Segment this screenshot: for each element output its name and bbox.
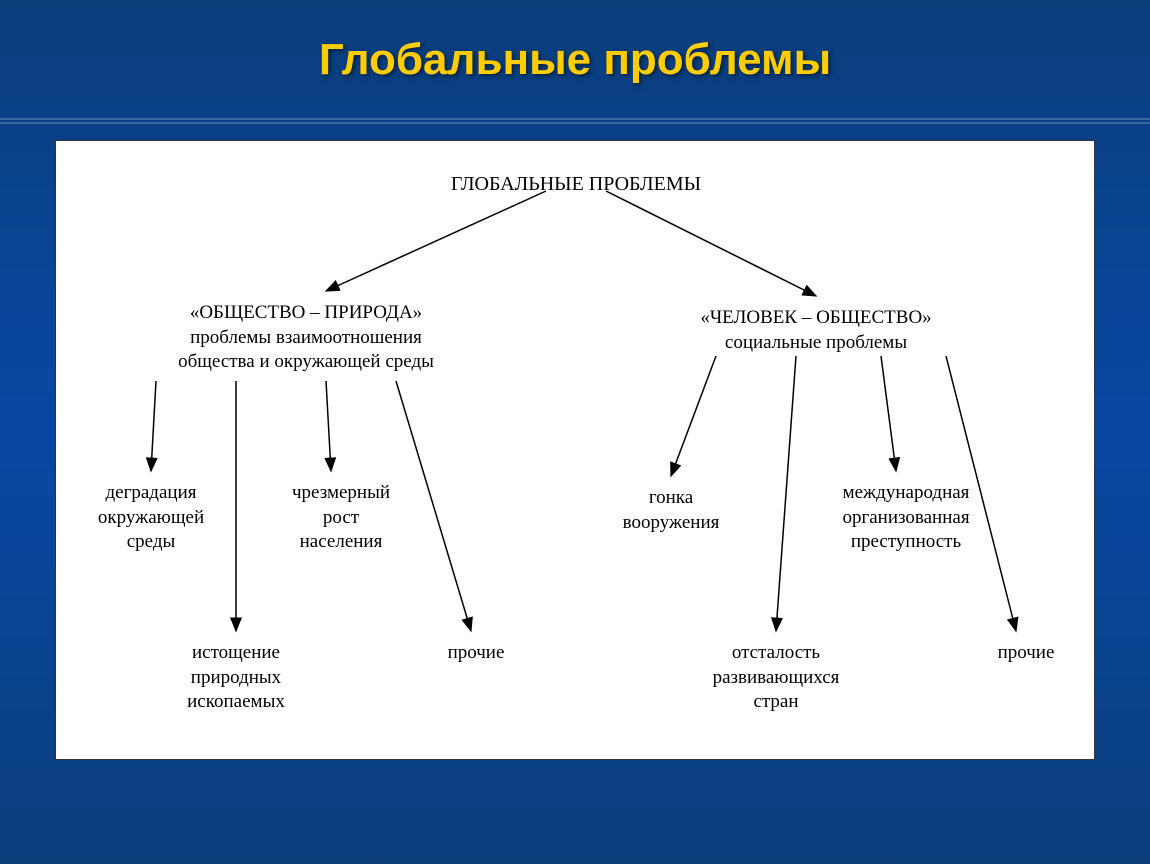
diagram-node-r2: международнаяорганизованнаяпреступность xyxy=(806,481,1006,555)
diagram-node-l1: деградацияокружающейсреды xyxy=(71,481,231,555)
diagram-container: ГЛОБАЛЬНЫЕ ПРОБЛЕМЫ «ОБЩЕСТВО – ПРИРОДА»п… xyxy=(55,140,1095,760)
diagram-node-right: «ЧЕЛОВЕК – ОБЩЕСТВО»социальные проблемы xyxy=(656,306,976,355)
diagram-node-l4: прочие xyxy=(426,641,526,666)
divider-line-2 xyxy=(0,122,1150,124)
edge-left-l1 xyxy=(151,381,156,471)
edge-right-r2 xyxy=(881,356,896,471)
edge-right-r3 xyxy=(776,356,796,631)
edge-root-right xyxy=(606,191,816,296)
diagram-node-r1: гонкавооружения xyxy=(591,486,751,535)
diagram-node-r4: прочие xyxy=(976,641,1076,666)
diagram-node-l2: чрезмерныйростнаселения xyxy=(261,481,421,555)
divider-line-1 xyxy=(0,118,1150,120)
diagram-node-r3: отсталостьразвивающихсястран xyxy=(676,641,876,715)
slide-title: Глобальные проблемы xyxy=(0,0,1150,85)
edge-left-l2 xyxy=(326,381,331,471)
diagram-node-left: «ОБЩЕСТВО – ПРИРОДА»проблемы взаимоотнош… xyxy=(136,301,476,375)
edge-right-r1 xyxy=(671,356,716,476)
diagram-node-root: ГЛОБАЛЬНЫЕ ПРОБЛЕМЫ xyxy=(426,171,726,197)
edge-root-left xyxy=(326,191,546,291)
diagram-node-l3: истощениеприродныхископаемых xyxy=(156,641,316,715)
